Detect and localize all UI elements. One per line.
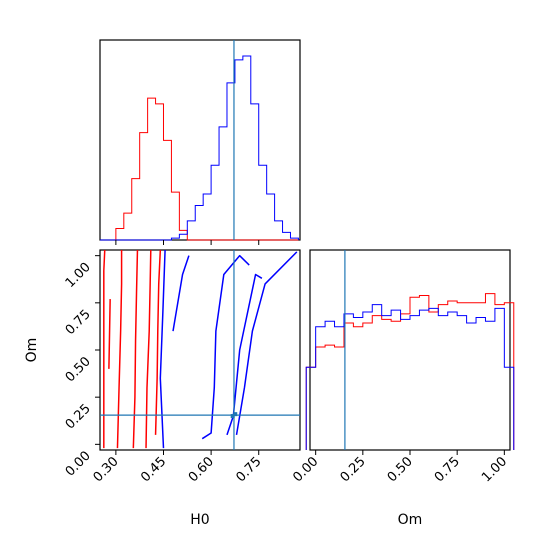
x-axis-label-om: Om [398,512,423,528]
hist-om-x-tick-label-4: 1.00 [479,454,510,485]
hist-h0-ticks [115,240,260,245]
contour-y-tick-label-4: 1.00 [63,260,94,291]
contour-b-4 [235,251,298,436]
hist-om-x-tick-label-3: 0.75 [432,454,463,485]
contour-a-4 [145,249,152,449]
density-point-1 [233,412,238,417]
contour-x-tick-label-0: 0.30 [91,454,122,485]
contour-y-tick-label-2: 0.50 [63,354,94,385]
hist-h0-series-a [100,97,299,241]
hist-om-frame [309,249,511,451]
contour-b-1 [172,255,190,332]
contour-y-tick-label-0: 0.00 [63,449,94,480]
contour-b-3 [226,273,263,436]
contour-x-tick-label-1: 0.45 [138,454,169,485]
contour-x-tick-label-2: 0.60 [186,454,217,485]
density-point-0 [230,414,235,419]
contour-y-tick-label-1: 0.25 [63,401,94,432]
hist-om-x-tick-label-0: 0.00 [290,454,321,485]
contour-y-tick-label-3: 0.75 [63,307,94,338]
density-points [230,412,238,419]
x-axis-label-h0: H0 [190,512,209,528]
contour-b-2 [201,254,250,440]
panel-contour-h0-om: 0.30 0.45 0.60 0.75 0.00 0.25 0.50 0.75 1.00 H0… [24,249,301,528]
hist-h0-series-b [100,55,299,241]
hist-om-series-a [305,293,515,450]
y-axis-label-om: Om [24,338,40,363]
contours-series-a [103,249,162,449]
hist-om-x-tick-label-2: 0.50 [385,454,416,485]
contours-series-b [159,249,298,449]
hist-om-x-ticks: 0.00 0.25 0.50 0.75 1.00 [290,450,510,485]
panel-hist-om: 0.00 0.25 0.50 0.75 1.00 Om [290,249,515,528]
hist-om-x-tick-label-1: 0.25 [338,454,369,485]
hist-h0-frame [99,39,301,241]
contour-y-ticks: 0.00 0.25 0.50 0.75 1.00 [63,255,100,480]
contour-a-1 [108,299,111,369]
contour-a-3 [132,249,139,449]
contour-a-0 [103,249,106,449]
contour-x-tick-label-3: 0.75 [233,454,264,485]
contour-a-5 [154,249,162,435]
contour-a-2 [116,250,123,449]
contour-x-ticks: 0.30 0.45 0.60 0.75 [91,450,265,485]
contour-b-0 [159,249,166,449]
panel-hist-h0 [99,39,301,245]
hist-om-series-b [305,304,515,450]
